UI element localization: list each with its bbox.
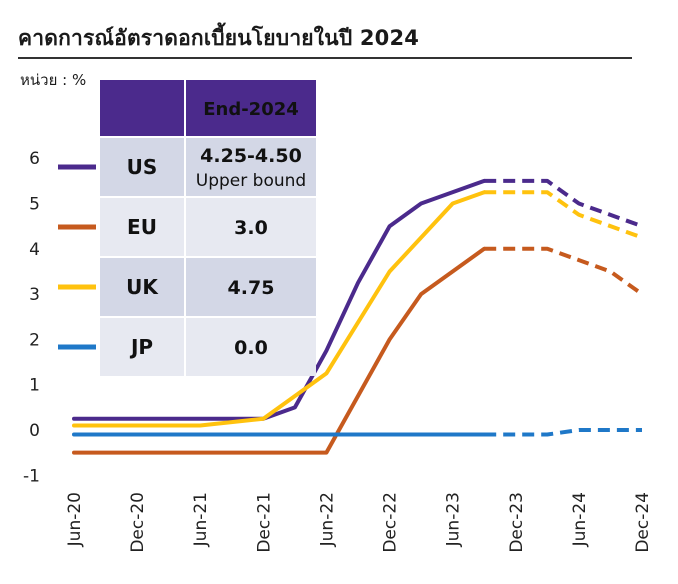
title-divider [18,57,632,59]
table-row-label: UK [126,275,159,299]
table-label-cell [100,138,184,196]
series-forecast-line-us [484,178,643,229]
y-tick-label: 5 [29,195,40,215]
y-tick-label: 4 [29,240,40,260]
x-tick-label: Dec-20 [128,492,148,553]
y-tick-label: 1 [29,376,40,396]
table-header-label: End-2024 [203,99,299,120]
y-tick-label: 2 [29,330,40,350]
table-value-cell [186,198,316,256]
x-tick-label: Dec-24 [633,492,653,553]
table-header-cell [186,80,316,136]
table-label-cell [100,318,184,376]
chart-title: คาดการณ์อัตราดอกเบี้ยนโยบายในปี 2024 [18,26,420,50]
table-label-cell [100,258,184,316]
series-forecast-line-jp [484,428,642,437]
table-value-cell [186,258,316,316]
y-tick-label: 3 [29,285,40,305]
x-tick-label: Dec-23 [507,492,527,553]
series-forecast-line-uk [484,190,643,240]
table-row-note: Upper bound [196,171,306,191]
series-line-eu [72,246,487,455]
x-tick-label: Dec-22 [381,492,401,553]
table-value-cell [186,318,316,376]
y-tick-label: -1 [23,466,40,486]
y-tick-label: 6 [29,149,40,169]
x-tick-label: Jun-24 [570,492,590,547]
table-label-cell [100,198,184,256]
x-tick-label: Jun-21 [191,492,211,547]
table-row-value: 0.0 [234,337,268,359]
table-row-value: 3.0 [234,217,268,239]
table-row-label: EU [127,215,157,239]
x-tick-label: Dec-21 [254,492,274,553]
y-tick-label: 0 [29,421,40,441]
table-row-value: 4.25-4.50 [200,145,302,167]
table-row-label: US [127,155,158,179]
table-row-label: JP [129,335,153,359]
series-forecast-line-eu [484,246,644,296]
x-tick-label: Jun-22 [317,492,337,547]
series-line-uk [72,190,487,428]
x-tick-label: Jun-23 [444,492,464,547]
x-tick-label: Jun-20 [65,492,85,547]
unit-label: หน่วย : % [20,71,87,89]
table-header-blank-cell [100,80,184,136]
table-value-cell [186,138,316,196]
table-row-value: 4.75 [228,277,275,299]
